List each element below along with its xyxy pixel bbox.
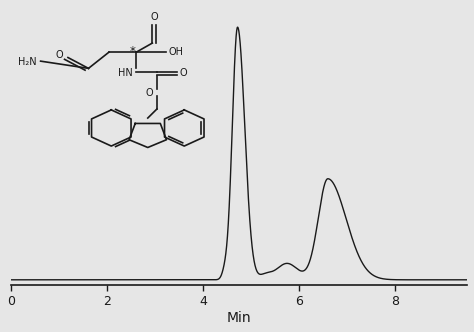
X-axis label: Min: Min <box>227 311 251 325</box>
